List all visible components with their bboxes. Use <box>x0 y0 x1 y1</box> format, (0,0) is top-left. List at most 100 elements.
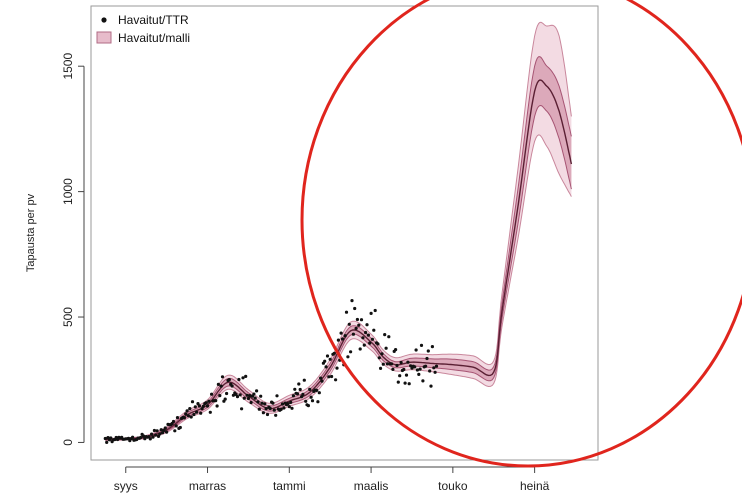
observed-point <box>380 352 384 356</box>
observed-point <box>275 394 279 398</box>
observed-point <box>369 311 373 315</box>
observed-point <box>370 337 374 341</box>
observed-point <box>323 359 327 363</box>
observed-point <box>150 432 154 436</box>
observed-point <box>343 334 347 338</box>
x-tick-label: marras <box>189 479 226 493</box>
observed-point <box>336 338 340 342</box>
observed-point <box>330 374 334 379</box>
observed-point <box>171 419 176 424</box>
x-tick-label: tammi <box>273 479 306 493</box>
x-tick-label: heinä <box>520 479 550 493</box>
observed-point <box>287 405 291 409</box>
observed-point <box>306 404 310 408</box>
observed-point <box>272 408 276 412</box>
observed-point <box>184 412 188 416</box>
observed-point <box>353 306 357 311</box>
observed-point <box>141 434 146 438</box>
y-tick-label: 500 <box>61 307 75 327</box>
observed-point <box>349 350 353 354</box>
observed-point <box>357 323 361 327</box>
observed-point <box>223 397 227 401</box>
observed-point <box>192 412 196 417</box>
observed-point <box>159 428 163 432</box>
observed-point <box>344 310 349 314</box>
observed-point <box>188 407 192 411</box>
observed-point <box>264 407 268 411</box>
observed-point <box>320 379 324 383</box>
observed-point <box>290 406 294 410</box>
observed-point <box>319 376 323 380</box>
observed-point <box>240 407 244 411</box>
observed-point <box>147 435 151 439</box>
annotation-circle <box>300 0 742 468</box>
observed-point <box>227 378 231 382</box>
observed-point <box>220 375 225 379</box>
observed-point <box>362 343 366 347</box>
observed-point <box>204 401 208 405</box>
observed-point <box>175 416 180 420</box>
observed-point <box>402 367 406 372</box>
observed-point <box>373 308 377 313</box>
observed-point <box>354 326 358 330</box>
observed-point <box>154 433 158 437</box>
observed-point <box>428 369 432 373</box>
observed-point <box>334 378 338 382</box>
observed-point <box>414 348 418 352</box>
legend-swatch-model <box>96 31 112 44</box>
observed-point <box>193 405 197 409</box>
y-tick-label: 1500 <box>61 53 75 80</box>
observed-point <box>201 404 205 408</box>
legend: Havaitut/TTR Havaitut/malli <box>96 13 190 45</box>
inner-band-upper-line <box>105 56 572 440</box>
observed-point <box>173 429 177 433</box>
observed-point <box>409 364 413 368</box>
observed-point <box>286 402 290 406</box>
observed-point <box>252 392 256 396</box>
observed-point <box>215 404 219 408</box>
observed-point <box>186 414 190 418</box>
x-tick-label: maalis <box>354 479 389 493</box>
observed-point <box>259 394 263 398</box>
observed-point <box>407 382 411 386</box>
observed-point <box>162 428 166 432</box>
observed-points-group <box>103 299 439 444</box>
observed-point <box>207 399 211 403</box>
observed-point <box>417 372 421 376</box>
observed-point <box>242 396 246 400</box>
observed-point <box>241 376 245 380</box>
observed-point <box>372 328 376 332</box>
observed-point <box>200 407 204 411</box>
observed-point <box>361 336 365 340</box>
observed-point <box>195 410 199 414</box>
observed-point <box>249 400 253 405</box>
observed-point <box>403 381 407 385</box>
observed-point <box>295 392 300 396</box>
observed-point <box>302 378 306 382</box>
observed-point <box>210 392 214 396</box>
observed-point <box>174 424 178 428</box>
legend-label-observed: Havaitut/TTR <box>118 13 189 27</box>
observed-point <box>340 337 345 341</box>
observed-point <box>404 373 409 377</box>
observed-point <box>325 354 330 358</box>
observed-point <box>415 368 419 372</box>
observed-point <box>244 374 248 378</box>
observed-point <box>389 362 394 366</box>
observed-point <box>332 351 336 355</box>
observed-point <box>385 362 389 366</box>
observed-point <box>310 399 315 403</box>
observed-point <box>237 377 241 382</box>
observed-point <box>255 389 259 393</box>
observed-point <box>293 387 297 391</box>
observed-point <box>335 366 339 370</box>
observed-point <box>289 400 293 404</box>
observed-point <box>434 364 439 368</box>
observed-point <box>271 401 275 405</box>
observed-point <box>384 346 388 350</box>
observed-point <box>426 349 430 353</box>
observed-point <box>105 440 109 444</box>
observed-point <box>424 364 428 368</box>
observed-point <box>218 394 222 398</box>
